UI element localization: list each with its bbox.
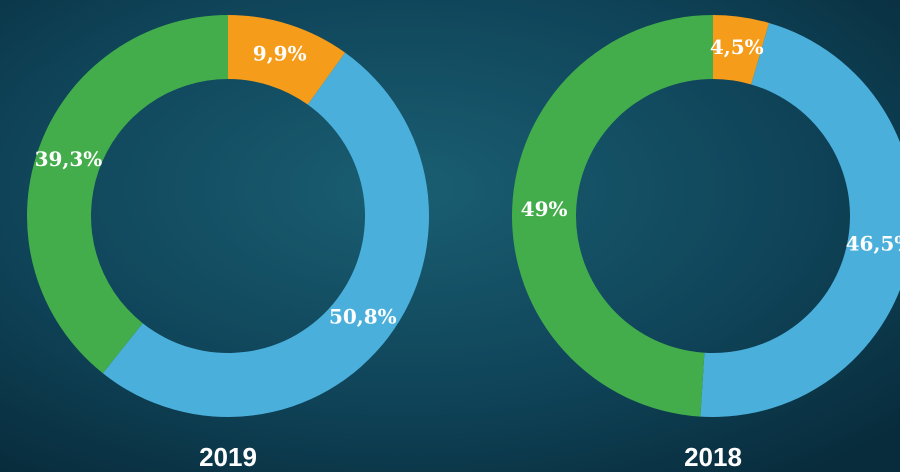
page: 9,9%50,8%39,3%20194,5%46,5%49%2018 (() =… xyxy=(0,0,900,472)
value-label: 9,9% xyxy=(253,42,307,66)
value-label: 46,5% xyxy=(846,232,900,256)
chart-title: 2018 xyxy=(684,442,742,472)
value-label: 49% xyxy=(521,197,568,221)
chart-title: 2019 xyxy=(199,442,257,472)
chart: 9,9% 50,8% 39,3% 2019 4,5% 46,5% 49% 2018 xyxy=(0,0,900,472)
value-label: 39,3% xyxy=(35,147,103,171)
value-label: 50,8% xyxy=(329,304,397,328)
value-label: 4,5% xyxy=(710,35,764,59)
